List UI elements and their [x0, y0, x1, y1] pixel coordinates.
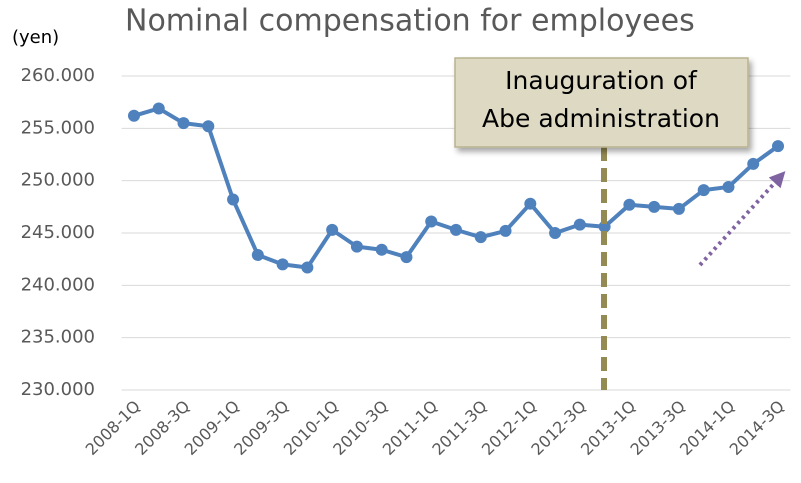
data-point: [499, 224, 512, 237]
annotation-text: Inauguration of: [505, 66, 698, 95]
data-point: [524, 197, 537, 210]
y-tick-label: 240.000: [21, 274, 95, 295]
data-point: [672, 202, 685, 215]
y-tick-label: 250.000: [21, 170, 95, 191]
data-point: [152, 102, 165, 115]
data-point: [276, 258, 289, 271]
y-axis-label: (yen): [12, 27, 59, 48]
data-point: [772, 140, 785, 153]
y-tick-label: 235.000: [21, 327, 95, 348]
y-tick-label: 260.000: [21, 65, 95, 86]
data-point: [697, 184, 710, 197]
data-point: [648, 200, 661, 213]
data-point: [227, 193, 240, 206]
data-point: [202, 120, 215, 133]
data-point: [400, 251, 413, 264]
data-point: [251, 248, 264, 261]
annotation-text: Abe administration: [482, 104, 720, 133]
data-point: [573, 218, 586, 231]
data-point: [623, 198, 636, 211]
data-point: [301, 261, 314, 274]
data-point: [350, 240, 363, 253]
data-point: [747, 157, 760, 170]
y-tick-label: 245.000: [21, 222, 95, 243]
annotation-box: [454, 57, 749, 148]
data-point: [474, 231, 487, 244]
data-point: [722, 180, 735, 193]
data-point: [127, 109, 140, 122]
chart-title: Nominal compensation for employees: [125, 4, 695, 39]
data-point: [425, 215, 438, 228]
data-point: [549, 227, 562, 239]
y-tick-label: 230.000: [21, 379, 95, 400]
data-point: [326, 223, 339, 236]
data-point: [177, 117, 190, 130]
data-point: [375, 243, 388, 256]
data-point: [450, 223, 462, 236]
x-tick-label: 2014-3Q: [726, 397, 788, 459]
trend-arrow: [698, 171, 786, 267]
y-tick-label: 255.000: [21, 117, 95, 138]
